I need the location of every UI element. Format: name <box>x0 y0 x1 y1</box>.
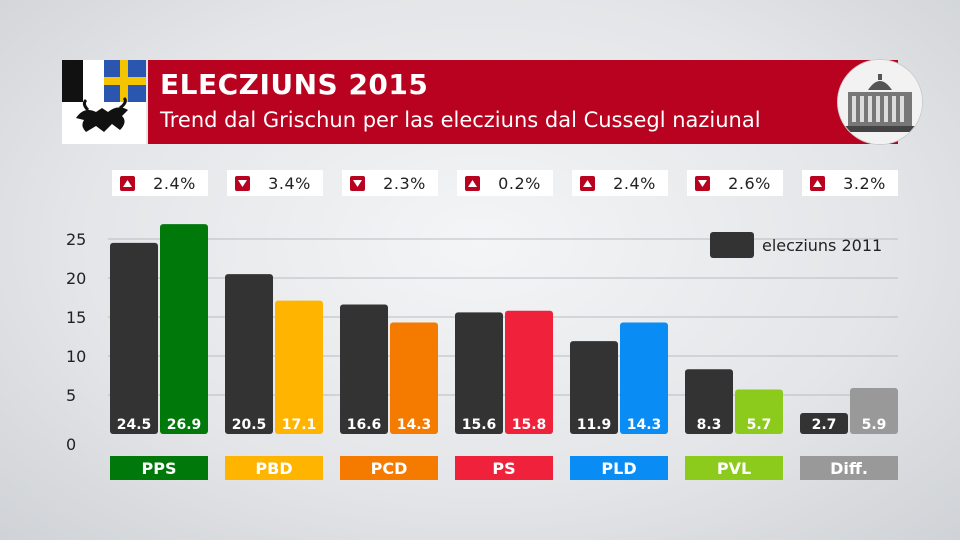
data-label: 5.9 <box>862 417 887 433</box>
bar-pld-2011 <box>570 341 618 434</box>
trend-arrow-icon <box>120 175 135 191</box>
graubuenden-coat-of-arms-icon <box>62 60 146 144</box>
bar-pps-2011 <box>110 242 158 434</box>
bar-ps-2011 <box>455 312 503 434</box>
y-tick-label: 0 <box>66 435 76 454</box>
bar-diff-2015 <box>850 387 898 434</box>
data-label: 11.9 <box>577 417 612 433</box>
data-label: 14.3 <box>627 417 662 433</box>
y-tick-label: 5 <box>66 386 76 405</box>
data-label: 8.3 <box>697 417 722 433</box>
bar-ps-2015 <box>505 310 553 434</box>
trend-arrow-icon <box>810 175 825 191</box>
bar-pbd-2015 <box>275 300 323 434</box>
data-label: 26.9 <box>167 417 202 433</box>
bar-pcd-2011 <box>340 304 388 434</box>
federal-palace-icon <box>838 60 922 144</box>
category-label-pps: PPS <box>110 456 208 480</box>
bar-pld-2015 <box>620 322 668 434</box>
category-label-pbd: PBD <box>225 456 323 480</box>
difference-value: 3.4% <box>268 173 311 193</box>
data-label: 15.8 <box>512 417 547 433</box>
bar-pbd-2011 <box>225 274 273 434</box>
data-label: 2.7 <box>812 417 837 433</box>
category-label-ps: PS <box>455 456 553 480</box>
data-label: 24.5 <box>117 417 152 433</box>
difference-box-diff: 3.2% <box>802 170 898 196</box>
bar-pps-2015 <box>160 224 208 434</box>
chart-title: ELECZIUNS 2015 <box>160 68 429 101</box>
data-label: 15.6 <box>462 417 497 433</box>
category-label-diff: Diff. <box>800 456 898 480</box>
data-label: 5.7 <box>747 417 772 433</box>
difference-value: 2.4% <box>613 173 656 193</box>
legend-swatch-previous <box>710 232 754 258</box>
trend-arrow-icon <box>580 175 595 191</box>
difference-box-pvl: 2.6% <box>687 170 783 196</box>
trend-arrow-icon <box>350 175 365 191</box>
y-tick-label: 25 <box>66 230 86 249</box>
difference-box-pps: 2.4% <box>112 170 208 196</box>
legend: elecziuns 2011 <box>710 232 882 258</box>
bar-pvl-2015 <box>735 389 783 434</box>
data-label: 16.6 <box>347 417 382 433</box>
data-label: 14.3 <box>397 417 432 433</box>
data-label: 20.5 <box>232 417 267 433</box>
difference-value: 2.6% <box>728 173 771 193</box>
title-banner: ELECZIUNS 2015 Trend dal Grischun per la… <box>148 60 898 144</box>
bar-pcd-2015 <box>390 322 438 434</box>
category-label-pld: PLD <box>570 456 668 480</box>
bar-pvl-2011 <box>685 369 733 434</box>
difference-box-pld: 2.4% <box>572 170 668 196</box>
difference-box-pcd: 2.3% <box>342 170 438 196</box>
difference-box-ps: 0.2% <box>457 170 553 196</box>
category-label-pvl: PVL <box>685 456 783 480</box>
difference-value: 2.3% <box>383 173 426 193</box>
legend-label: elecziuns 2011 <box>762 235 883 255</box>
difference-value: 0.2% <box>498 173 541 193</box>
y-tick-label: 10 <box>66 347 86 366</box>
difference-value: 2.4% <box>153 173 196 193</box>
data-label: 17.1 <box>282 417 317 433</box>
y-tick-label: 20 <box>66 269 86 288</box>
difference-box-pbd: 3.4% <box>227 170 323 196</box>
category-label-pcd: PCD <box>340 456 438 480</box>
trend-arrow-icon <box>235 175 250 191</box>
difference-value: 3.2% <box>843 173 886 193</box>
bar-diff-2011 <box>800 412 848 434</box>
y-tick-label: 15 <box>66 308 86 327</box>
trend-arrow-icon <box>465 175 480 191</box>
trend-arrow-icon <box>695 175 710 191</box>
chart-subtitle: Trend dal Grischun per las elecziuns dal… <box>160 108 761 132</box>
